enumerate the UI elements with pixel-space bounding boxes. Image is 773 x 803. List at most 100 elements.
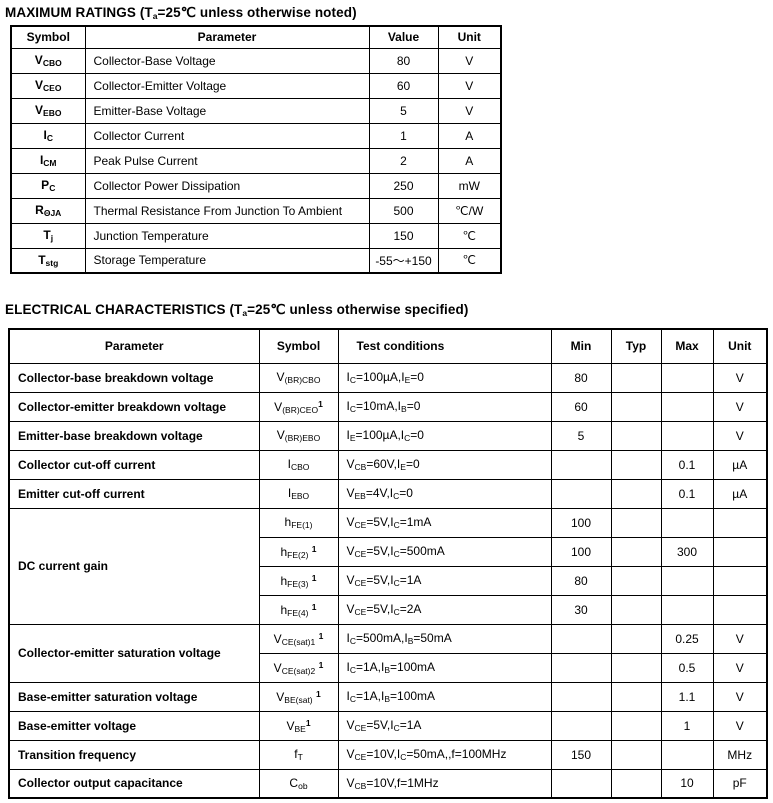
column-header-symbol: Symbol — [258, 328, 339, 364]
parameter-cell: Peak Pulse Current — [84, 147, 370, 174]
parameter-cell: Emitter cut-off current — [8, 478, 260, 509]
min-cell: 100 — [550, 536, 612, 567]
value-cell: 1 — [368, 122, 439, 149]
test-conditions-cell: IC=100µA,IE=0 — [337, 362, 552, 393]
typ-cell — [610, 710, 662, 741]
symbol-cell: V(BR)CEO1 — [258, 391, 339, 422]
unit-cell: V — [712, 681, 768, 712]
symbol-cell: V(BR)CBO — [258, 362, 339, 393]
symbol-cell: RΘJA — [10, 197, 86, 224]
parameter-cell: Collector Current — [84, 122, 370, 149]
parameter-cell: Transition frequency — [8, 739, 260, 770]
symbol-cell: hFE(4) 1 — [258, 594, 339, 625]
symbol-cell: Tstg — [10, 247, 86, 274]
typ-cell — [610, 507, 662, 538]
column-header-value: Value — [368, 25, 439, 49]
max-cell — [660, 362, 714, 393]
parameter-cell: Collector-emitter breakdown voltage — [8, 391, 260, 422]
max-ratings-table: Symbol Parameter Value Unit VCBO Collecto… — [10, 25, 502, 274]
value-cell: 60 — [368, 72, 439, 99]
table-row: PC Collector Power Dissipation 250 mW — [10, 172, 502, 199]
max-cell: 1.1 — [660, 681, 714, 712]
typ-cell — [610, 362, 662, 393]
symbol-cell: VEBO — [10, 97, 86, 124]
symbol-cell: ICBO — [258, 449, 339, 480]
min-cell: 100 — [550, 507, 612, 538]
table-row: Collector-emitter saturation voltage VCE(… — [8, 623, 768, 683]
parameter-cell: Collector Power Dissipation — [84, 172, 370, 199]
min-cell — [550, 652, 612, 683]
typ-cell — [610, 652, 662, 683]
parameter-cell: Emitter-Base Voltage — [84, 97, 370, 124]
parameter-cell: Storage Temperature — [84, 247, 370, 274]
test-conditions-cell: VCE=5V,IC=500mA — [337, 536, 552, 567]
table-row: hFE(2) 1 VCE=5V,IC=500mA 100 300 — [9, 536, 768, 567]
test-conditions-cell: VCE=5V,IC=1mA — [337, 507, 552, 538]
parameter-cell: Thermal Resistance From Junction To Ambi… — [84, 197, 370, 224]
symbol-cell: VCE(sat)2 1 — [258, 652, 339, 683]
min-cell: 60 — [550, 391, 612, 422]
symbol-cell: IEBO — [258, 478, 339, 509]
unit-cell — [712, 565, 768, 596]
unit-cell: V — [712, 623, 768, 654]
min-cell — [550, 681, 612, 712]
table-row: Emitter cut-off current IEBO VEB=4V,IC=0 0.… — [8, 478, 768, 509]
table-row: Collector output capacitance Cob VCB=10V,f… — [8, 768, 768, 799]
typ-cell — [610, 768, 662, 799]
max-cell — [660, 739, 714, 770]
unit-cell: µA — [712, 449, 768, 480]
unit-cell: ℃ — [437, 247, 502, 274]
max-cell — [660, 507, 714, 538]
unit-cell: V — [712, 391, 768, 422]
column-header-parameter: Parameter — [8, 328, 260, 364]
test-conditions-cell: VEB=4V,IC=0 — [337, 478, 552, 509]
column-header-min: Min — [550, 328, 612, 364]
test-conditions-cell: VCE=5V,IC=1A — [337, 565, 552, 596]
unit-cell: mW — [437, 172, 502, 199]
min-cell — [550, 449, 612, 480]
table-row: VCEO Collector-Emitter Voltage 60 V — [10, 72, 502, 99]
unit-cell — [712, 507, 768, 538]
min-cell: 80 — [550, 362, 612, 393]
symbol-cell: IC — [10, 122, 86, 149]
column-header-parameter: Parameter — [84, 25, 370, 49]
column-header-symbol: Symbol — [10, 25, 86, 49]
symbol-cell: VCE(sat)1 1 — [258, 623, 339, 654]
column-header-unit: Unit — [437, 25, 502, 49]
table-row: DC current gain hFE(1) VCE=5V,IC=1mA 100 — [8, 507, 768, 625]
test-conditions-cell: VCE=5V,IC=1A — [337, 710, 552, 741]
test-conditions-cell: VCE=10V,IC=50mA,,f=100MHz — [337, 739, 552, 770]
electrical-characteristics-title: ELECTRICAL CHARACTERISTICS (Ta=25℃ unles… — [5, 302, 469, 318]
table-row: Tstg Storage Temperature -55～+150 ℃ — [10, 247, 502, 274]
max-cell — [660, 391, 714, 422]
unit-cell: V — [712, 652, 768, 683]
value-cell: 80 — [368, 47, 439, 74]
typ-cell — [610, 391, 662, 422]
test-conditions-cell: IC=1A,IB=100mA — [337, 652, 552, 683]
unit-cell: V — [712, 420, 768, 451]
symbol-cell: ICM — [10, 147, 86, 174]
value-cell: 500 — [368, 197, 439, 224]
unit-cell: V — [437, 72, 502, 99]
unit-cell: V — [437, 97, 502, 124]
table-row: Tj Junction Temperature 150 ℃ — [10, 222, 502, 249]
value-cell: 150 — [368, 222, 439, 249]
test-conditions-cell: IC=1A,IB=100mA — [337, 681, 552, 712]
parameter-cell: Collector-Emitter Voltage — [84, 72, 370, 99]
typ-cell — [610, 565, 662, 596]
max-cell — [660, 565, 714, 596]
electrical-characteristics-table: Parameter Symbol Test conditions Min Typ… — [8, 328, 768, 799]
unit-cell: A — [437, 147, 502, 174]
unit-cell: µA — [712, 478, 768, 509]
unit-cell: V — [712, 362, 768, 393]
max-cell: 0.1 — [660, 449, 714, 480]
table-row: Base-emitter saturation voltage VBE(sat) … — [8, 681, 768, 712]
table-row: Base-emitter voltage VBE1 VCE=5V,IC=1A 1 V — [8, 710, 768, 741]
unit-cell: MHz — [712, 739, 768, 770]
unit-cell: ℃/W — [437, 197, 502, 224]
symbol-cell: hFE(3) 1 — [258, 565, 339, 596]
min-cell — [550, 768, 612, 799]
test-conditions-cell: IC=10mA,IB=0 — [337, 391, 552, 422]
parameter-cell: Junction Temperature — [84, 222, 370, 249]
parameter-cell: Collector-base breakdown voltage — [8, 362, 260, 393]
